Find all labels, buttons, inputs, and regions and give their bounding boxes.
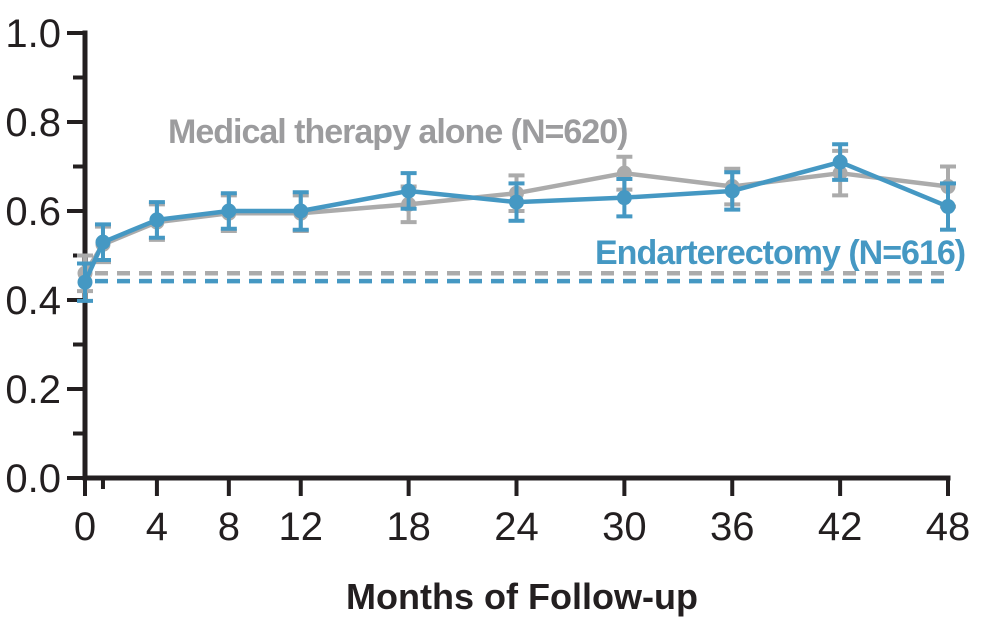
plot-area: 0.00.20.40.60.81.00 4 8 12 18 24 30 36 42 48 (5, 12, 970, 549)
x-tick-label: 42 (818, 505, 863, 549)
data-point-endarterectomy (509, 194, 524, 210)
x-tick-label: 8 (218, 505, 240, 549)
data-point-endarterectomy (293, 203, 309, 219)
x-tick-label: 36 (710, 505, 755, 549)
y-tick-label: 0.6 (5, 190, 61, 234)
y-tick-label: 0.4 (5, 279, 61, 323)
x-axis-title: Months of Follow-up (346, 576, 698, 617)
x-tick-label: 24 (494, 505, 539, 549)
x-tick-label: 12 (279, 505, 324, 549)
series-label-endarterectomy: Endarterectomy (N=616) (595, 234, 965, 272)
y-tick-label: 1.0 (5, 12, 61, 56)
data-point-endarterectomy (832, 154, 848, 170)
y-tick-label: 0.2 (5, 368, 61, 412)
data-point-endarterectomy (95, 234, 111, 250)
y-tick-label: 0.8 (5, 101, 61, 145)
y-tick-label: 0.0 (5, 457, 61, 501)
data-point-medical-therapy (616, 165, 632, 181)
data-point-endarterectomy (940, 199, 956, 215)
data-point-endarterectomy (149, 212, 165, 228)
data-point-endarterectomy (724, 183, 740, 199)
x-tick-label: 0 (74, 505, 96, 549)
x-tick-label: 18 (386, 505, 431, 549)
x-tick-label: 30 (602, 505, 647, 549)
data-point-endarterectomy (77, 274, 93, 290)
data-point-endarterectomy (616, 190, 632, 206)
x-tick-label: 4 (146, 505, 168, 549)
x-tick-label: 48 (926, 505, 971, 549)
series-label-medical-therapy: Medical therapy alone (N=620) (168, 113, 627, 151)
data-point-endarterectomy (221, 203, 237, 219)
data-point-endarterectomy (401, 183, 417, 199)
